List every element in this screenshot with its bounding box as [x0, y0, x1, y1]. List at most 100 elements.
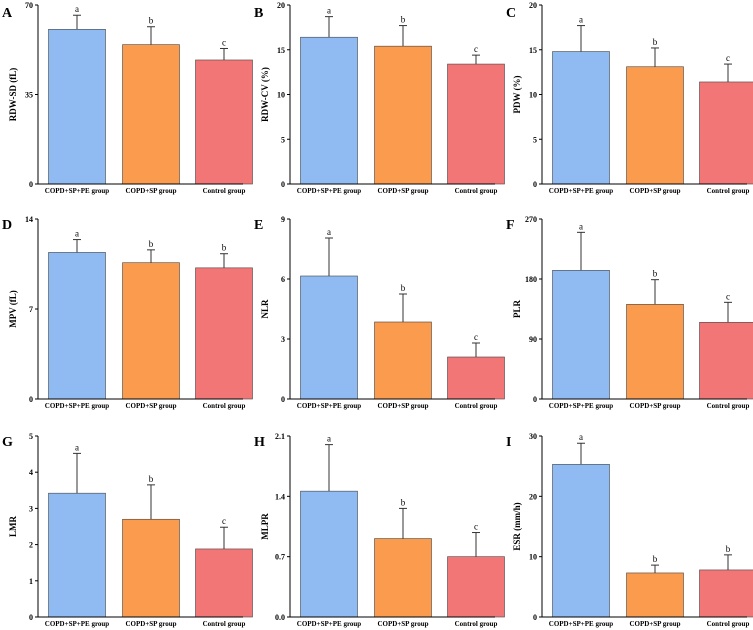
- category-label-a-0: COPD+SP+PE group: [45, 187, 110, 195]
- panel-c-ylabel: PDW (%): [512, 75, 522, 113]
- category-label-h-0: COPD+SP+PE group: [297, 620, 362, 628]
- ytick-label-i-3: 30: [529, 432, 537, 441]
- category-label-c-1: COPD+SP group: [629, 187, 680, 195]
- panel-h-letter: H: [254, 435, 265, 450]
- ytick-label-c-2: 10: [529, 91, 537, 100]
- category-label-a-2: Control group: [203, 187, 246, 195]
- ytick-label-g-1: 1: [29, 577, 33, 586]
- panel-a-letter: A: [2, 6, 13, 21]
- category-label-g-0: COPD+SP+PE group: [45, 620, 110, 628]
- category-label-e-0: COPD+SP+PE group: [297, 402, 362, 410]
- ytick-label-g-2: 2: [29, 541, 33, 550]
- panel-d-ylabel: MPV (fL): [8, 290, 18, 328]
- significance-letter-h-2: c: [474, 522, 478, 532]
- ytick-label-g-0: 0: [29, 613, 33, 622]
- significance-letter-g-2: c: [222, 516, 226, 526]
- ytick-label-c-3: 15: [529, 46, 537, 55]
- category-label-f-0: COPD+SP+PE group: [549, 402, 614, 410]
- bar-a-1: [122, 44, 180, 185]
- significance-letter-e-0: a: [327, 227, 331, 237]
- bar-d-0: [48, 252, 106, 400]
- ytick-label-h-0: 0.0: [275, 613, 285, 622]
- panel-i-ylabel: ESR (mm/h): [512, 502, 522, 550]
- category-label-d-2: Control group: [203, 402, 246, 410]
- ytick-label-b-3: 15: [277, 46, 285, 55]
- panel-h: H MLPR a COPD+SP+PE group b COPD+SP group c Con…: [254, 432, 505, 628]
- significance-letter-b-0: a: [327, 6, 331, 16]
- bar-g-2: [195, 548, 253, 618]
- category-label-c-2: Control group: [707, 187, 750, 195]
- bar-i-2: [699, 569, 753, 618]
- significance-letter-d-2: b: [222, 243, 227, 253]
- significance-letter-a-1: b: [149, 16, 154, 26]
- ytick-label-b-0: 0: [281, 180, 285, 189]
- panel-f-ylabel: PLR: [512, 299, 522, 318]
- ytick-label-g-3: 3: [29, 504, 33, 513]
- category-label-g-1: COPD+SP group: [125, 620, 176, 628]
- panel-c-letter: C: [506, 6, 516, 21]
- category-label-i-1: COPD+SP group: [629, 620, 680, 628]
- bar-g-0: [48, 492, 106, 618]
- bar-c-1: [626, 66, 684, 185]
- panel-g-ylabel: LMR: [8, 516, 18, 537]
- ytick-label-c-1: 5: [533, 135, 537, 144]
- panel-e-ylabel: NLR: [260, 299, 270, 319]
- ytick-label-g-4: 4: [29, 468, 33, 477]
- ytick-label-f-3: 270: [525, 215, 537, 224]
- category-label-d-0: COPD+SP+PE group: [45, 402, 110, 410]
- category-label-b-0: COPD+SP+PE group: [297, 187, 362, 195]
- bar-i-0: [552, 464, 610, 618]
- significance-letter-d-0: a: [75, 229, 79, 239]
- category-label-b-1: COPD+SP group: [377, 187, 428, 195]
- panel-a-ylabel: RDW-SD (fL): [8, 68, 18, 121]
- ytick-label-c-0: 0: [533, 180, 537, 189]
- ytick-label-a-2: 70: [25, 1, 33, 10]
- panel-g-letter: G: [2, 435, 13, 450]
- category-label-d-1: COPD+SP group: [125, 402, 176, 410]
- panel-e-letter: E: [254, 218, 263, 233]
- significance-letter-b-2: c: [474, 44, 478, 54]
- bar-e-2: [447, 356, 505, 400]
- ytick-label-b-2: 10: [277, 91, 285, 100]
- category-label-e-1: COPD+SP group: [377, 402, 428, 410]
- bar-e-0: [300, 275, 358, 400]
- significance-letter-h-1: b: [401, 497, 406, 507]
- bar-b-0: [300, 36, 358, 185]
- category-label-e-2: Control group: [455, 402, 498, 410]
- ytick-label-e-2: 6: [281, 275, 285, 284]
- significance-letter-c-0: a: [579, 15, 583, 25]
- ytick-label-e-3: 9: [281, 215, 285, 224]
- category-label-h-1: COPD+SP group: [377, 620, 428, 628]
- category-label-b-2: Control group: [455, 187, 498, 195]
- category-label-f-1: COPD+SP group: [629, 402, 680, 410]
- bar-h-1: [374, 538, 432, 618]
- bar-h-2: [447, 556, 505, 618]
- ytick-label-a-0: 0: [29, 180, 33, 189]
- bar-f-0: [552, 270, 610, 400]
- ytick-label-d-0: 0: [29, 395, 33, 404]
- panel-c: C PDW (%) a COPD+SP+PE group b COPD+SP group c…: [506, 1, 753, 195]
- bar-a-0: [48, 28, 106, 185]
- significance-letter-i-0: a: [579, 432, 583, 442]
- category-label-i-2: Control group: [707, 620, 750, 628]
- category-label-h-2: Control group: [455, 620, 498, 628]
- panel-a: A RDW-SD (fL) a COPD+SP+PE group b COPD+SP gr…: [2, 1, 253, 195]
- significance-letter-c-2: c: [726, 53, 730, 63]
- category-label-a-1: COPD+SP group: [125, 187, 176, 195]
- ytick-label-b-1: 5: [281, 135, 285, 144]
- category-label-f-2: Control group: [707, 402, 750, 410]
- significance-letter-d-1: b: [149, 239, 154, 249]
- bar-c-0: [552, 51, 610, 185]
- significance-letter-h-0: a: [327, 434, 331, 444]
- bar-b-1: [374, 45, 432, 185]
- significance-letter-f-2: c: [726, 291, 730, 301]
- category-label-g-2: Control group: [203, 620, 246, 628]
- ytick-label-i-1: 10: [529, 553, 537, 562]
- significance-letter-e-1: b: [401, 283, 406, 293]
- ytick-label-g-5: 5: [29, 432, 33, 441]
- significance-letter-g-0: a: [75, 442, 79, 452]
- ytick-label-f-1: 90: [529, 335, 537, 344]
- bar-e-1: [374, 321, 432, 400]
- panel-h-ylabel: MLPR: [260, 513, 270, 540]
